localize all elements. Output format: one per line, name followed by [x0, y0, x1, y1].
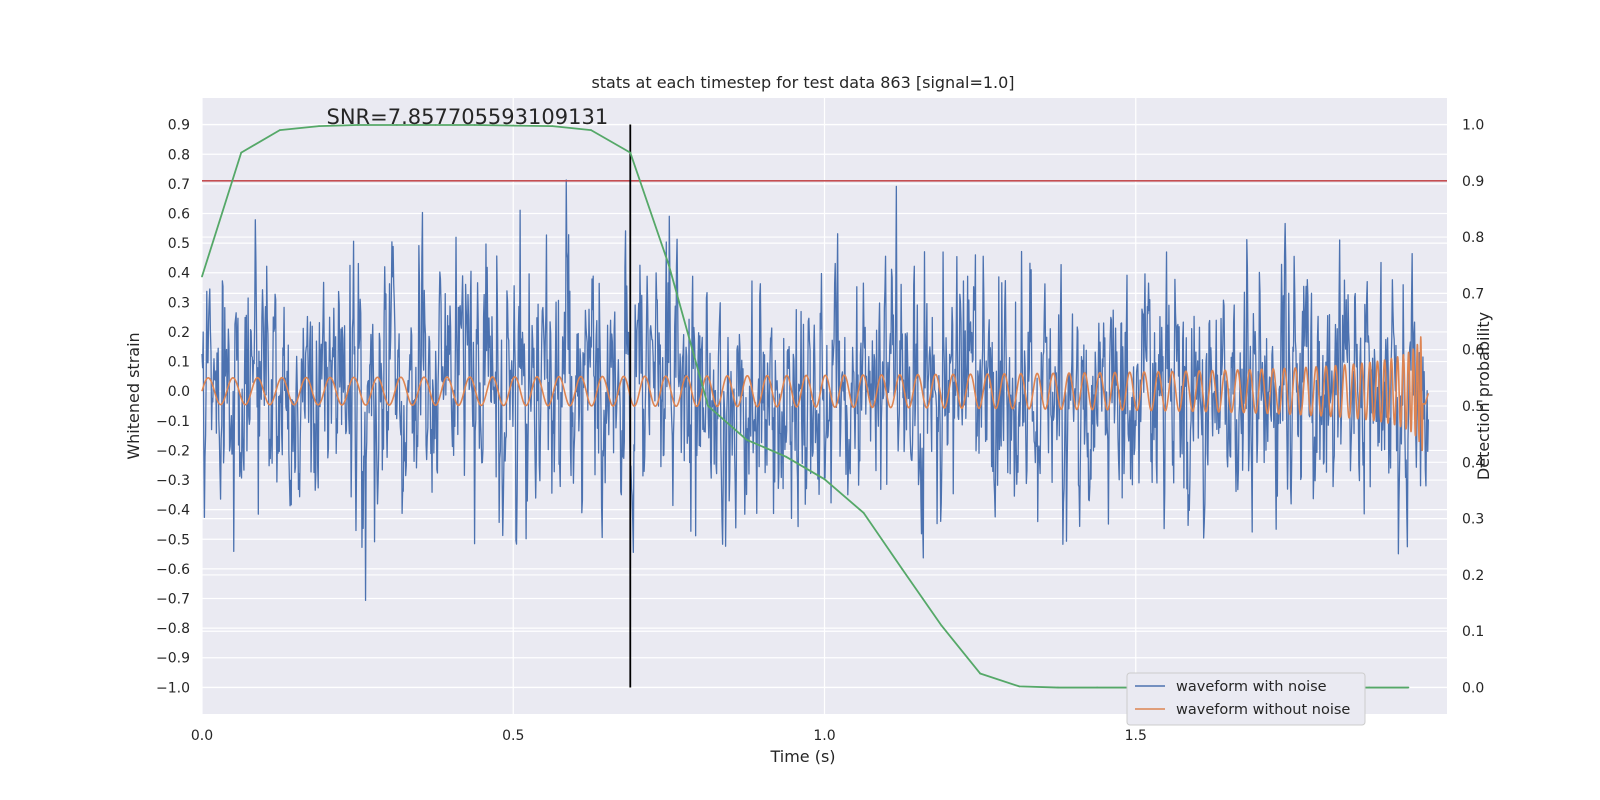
- probability-point: [745, 438, 748, 441]
- y-left-tick-label: −0.1: [156, 414, 190, 430]
- probability-point: [1096, 686, 1099, 689]
- probability-point: [823, 478, 826, 481]
- legend-box: [1126, 672, 1366, 726]
- y-left-tick-label: 0.3: [168, 295, 190, 311]
- probability-point: [201, 275, 203, 278]
- y-left-axis-ticks: 0.9 0.8 0.7 0.6 0.5 0.4 0.3 0.2 0.1 0.0 −0.1 −0.2 −0…: [156, 118, 190, 697]
- probability-point: [1407, 686, 1410, 689]
- snr-annotation: SNR=7.857705593109131: [327, 105, 609, 129]
- x-tick-label: 1.5: [1125, 728, 1147, 744]
- y-left-tick-label: 0.6: [168, 207, 190, 223]
- probability-point: [1368, 686, 1371, 689]
- y-left-tick-label: 0.5: [168, 236, 190, 252]
- probability-point: [318, 125, 320, 128]
- y-right-tick-label: 0.8: [1462, 230, 1484, 246]
- clean-waveform-line: [201, 336, 1430, 452]
- y-right-tick-label: 0.5: [1462, 399, 1484, 415]
- y-right-tick-label: 0.4: [1462, 455, 1484, 471]
- y-right-tick-label: 0.0: [1462, 681, 1484, 697]
- probability-point: [629, 151, 632, 154]
- probability-point: [395, 124, 398, 126]
- x-tick-label: 1.0: [813, 728, 835, 744]
- y-right-tick-label: 0.1: [1462, 624, 1484, 640]
- x-axis-label: Time (s): [769, 747, 835, 766]
- y-right-tick-label: 1.0: [1462, 117, 1484, 133]
- x-tick-label: 0.5: [502, 728, 524, 744]
- y-left-tick-label: −1.0: [156, 680, 190, 696]
- y-right-tick-label: 0.7: [1462, 286, 1484, 302]
- probability-point: [240, 151, 243, 154]
- probability-point: [667, 264, 670, 267]
- y-left-tick-label: −0.9: [156, 651, 190, 667]
- probability-point: [551, 125, 554, 128]
- series-waveform-with-noise: [201, 179, 1429, 602]
- y-right-axis-label: Detection probability: [1474, 312, 1493, 480]
- x-tick-label: 0.0: [191, 728, 213, 744]
- y-left-tick-label: 0.8: [168, 147, 190, 163]
- probability-point: [1057, 686, 1059, 689]
- y-right-tick-label: 0.9: [1462, 174, 1484, 190]
- y-left-tick-label: 0.1: [168, 355, 190, 371]
- probability-point: [278, 129, 281, 131]
- chart-title: stats at each timestep for test data 863…: [591, 73, 1014, 92]
- legend-label-waveform-without-noise: waveform without noise: [1176, 702, 1350, 718]
- y-left-tick-label: 0.4: [168, 266, 190, 282]
- probability-point: [862, 512, 865, 514]
- y-left-tick-label: −0.2: [156, 443, 190, 459]
- y-left-axis-label: Whitened strain: [124, 332, 143, 459]
- y-right-tick-label: 0.6: [1462, 343, 1484, 359]
- probability-point: [940, 624, 943, 627]
- y-right-tick-label: 0.3: [1462, 512, 1484, 528]
- x-axis-ticks: 0.0 0.5 1.0 1.5: [191, 728, 1147, 744]
- y-right-tick-label: 0.2: [1462, 568, 1484, 584]
- noisy-waveform-line: [201, 179, 1429, 602]
- series-waveform-without-noise: [201, 336, 1430, 452]
- probability-point: [785, 455, 787, 458]
- probability-point: [512, 124, 515, 127]
- probability-point: [901, 568, 904, 571]
- overlay-lines: [202, 124, 1447, 688]
- y-left-tick-label: 0.2: [168, 325, 190, 341]
- y-left-tick-label: −0.6: [156, 562, 190, 578]
- y-left-tick-label: 0.9: [168, 118, 190, 134]
- y-left-tick-label: −0.5: [156, 532, 190, 548]
- y-right-axis-ticks: 1.0 0.9 0.8 0.7 0.6 0.5 0.4 0.3 0.2 0.1 0.0: [1462, 117, 1484, 696]
- y-left-tick-label: 0.7: [168, 177, 190, 193]
- y-left-tick-label: −0.7: [156, 592, 190, 608]
- y-left-tick-label: 0.0: [168, 384, 190, 400]
- probability-point: [434, 124, 437, 126]
- y-left-tick-label: −0.8: [156, 621, 190, 637]
- y-left-tick-label: −0.3: [156, 473, 190, 489]
- probability-point: [707, 405, 709, 407]
- legend: waveform with noise waveform without noi…: [1126, 672, 1366, 726]
- y-left-tick-label: −0.4: [156, 503, 190, 519]
- legend-label-waveform-with-noise: waveform with noise: [1176, 679, 1327, 695]
- probability-point: [356, 124, 359, 126]
- probability-point: [1018, 685, 1021, 688]
- probability-point: [590, 129, 592, 131]
- probability-point: [979, 672, 982, 675]
- probability-point: [473, 124, 476, 126]
